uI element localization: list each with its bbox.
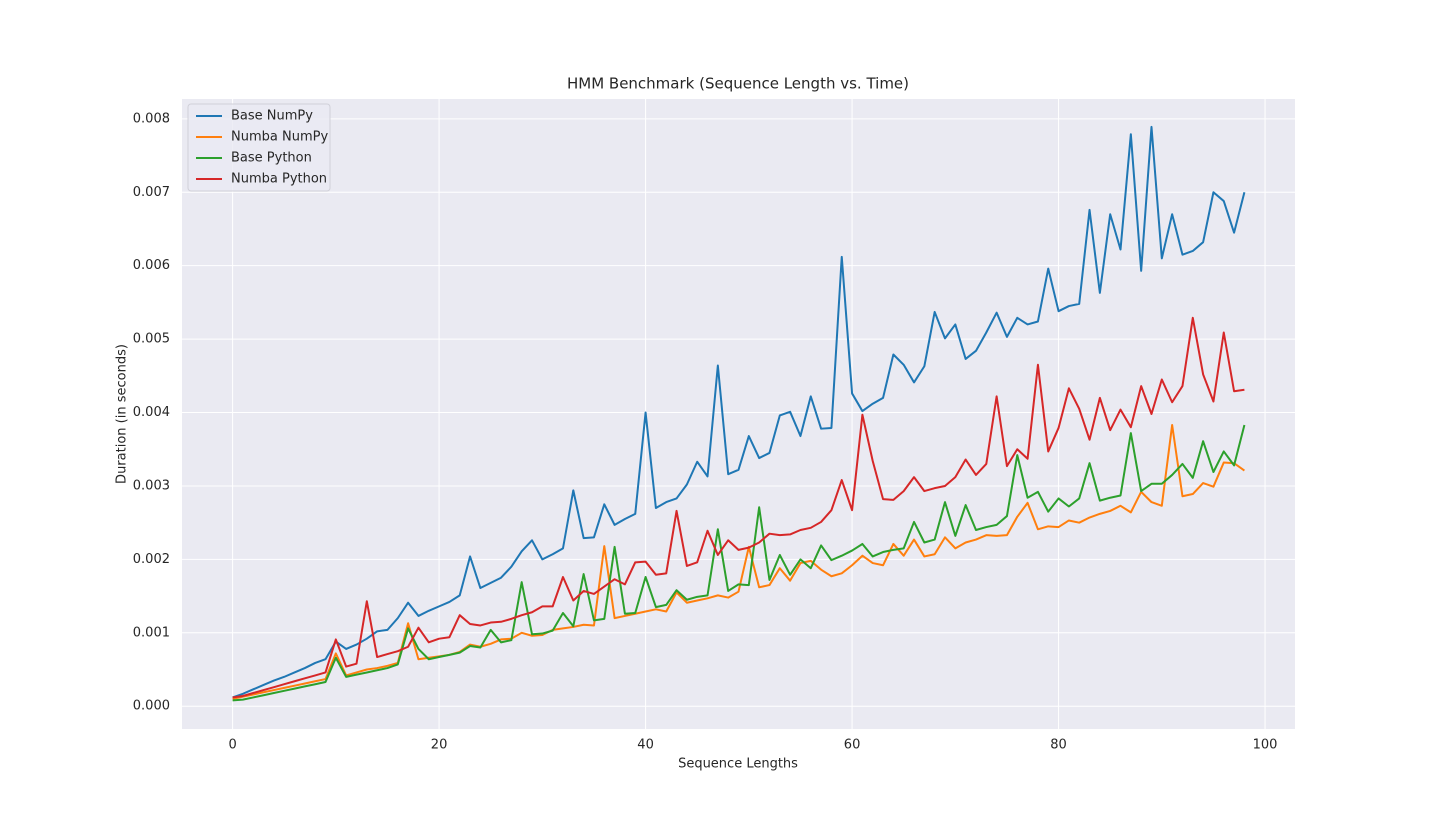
y-tick-label: 0.000	[133, 699, 170, 714]
x-tick-label: 100	[1253, 738, 1278, 753]
legend-label: Numba NumPy	[231, 130, 328, 145]
y-tick-label: 0.007	[133, 185, 170, 200]
y-tick-label: 0.003	[133, 478, 170, 493]
y-tick-label: 0.002	[133, 552, 170, 567]
legend-label: Base NumPy	[231, 109, 313, 124]
plot-area	[182, 99, 1295, 729]
legend: Base NumPy Numba NumPy Base Python Numba Py…	[187, 103, 331, 192]
ticks: 0.000 0.001 0.002 0.003 0.004 0.005 0.006 0.007…	[133, 111, 1278, 752]
series-line	[232, 424, 1246, 702]
x-tick-label: 0	[228, 738, 236, 753]
x-axis-label: Sequence Lengths	[678, 757, 798, 772]
chart-title: HMM Benchmark (Sequence Length vs. Time)	[567, 75, 909, 93]
y-tick-label: 0.004	[133, 405, 170, 420]
x-tick-label: 60	[844, 738, 861, 753]
y-tick-label: 0.001	[133, 625, 170, 640]
legend-label: Base Python	[231, 151, 312, 166]
x-tick-label: 40	[637, 738, 654, 753]
x-tick-label: 80	[1050, 738, 1067, 753]
y-tick-label: 0.008	[133, 111, 170, 126]
legend-label: Numba Python	[231, 172, 327, 187]
legend-box	[187, 103, 331, 192]
x-tick-label: 20	[431, 738, 448, 753]
y-axis-label: Duration (in seconds)	[115, 344, 130, 484]
y-tick-label: 0.006	[133, 258, 170, 273]
y-tick-label: 0.005	[133, 332, 170, 347]
grid	[182, 99, 1295, 729]
lines	[232, 125, 1246, 702]
series-line	[232, 316, 1245, 699]
series-line	[232, 125, 1246, 699]
